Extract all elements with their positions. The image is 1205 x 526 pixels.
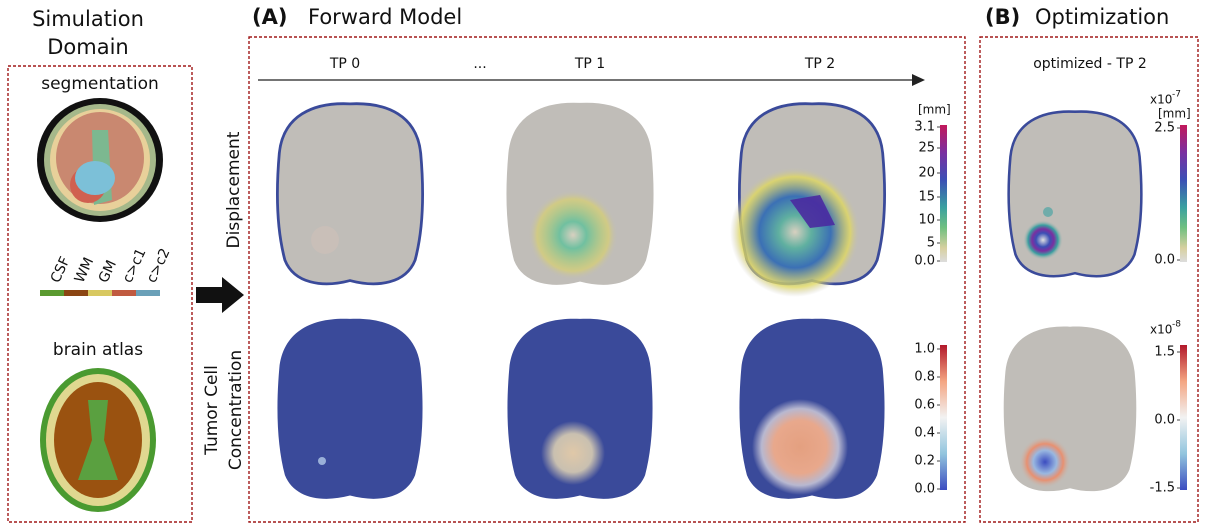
image-shape <box>277 104 422 284</box>
legend-label: WM <box>72 255 97 285</box>
colorbar-tick-label: 0.0 <box>914 254 935 269</box>
timepoint-label: ... <box>473 56 486 72</box>
image-shape <box>1023 220 1063 260</box>
panel-title: Domain <box>47 35 129 59</box>
colorbar-scale-exponent: -8 <box>1172 320 1181 330</box>
colorbar-tick-label: 0.0 <box>1154 413 1175 428</box>
timeline-arrowhead <box>912 74 925 86</box>
segmentation-image <box>37 98 163 222</box>
image-shape <box>112 290 136 296</box>
colorbar-tick-label: 25 <box>918 141 935 156</box>
timepoint-label: TP 1 <box>574 56 605 72</box>
image-shape <box>318 457 326 465</box>
colorbar-scale-exponent: -7 <box>1172 90 1181 100</box>
colorbar-unit: [mm] <box>1158 107 1191 121</box>
image-shape <box>75 161 115 195</box>
row-label: Tumor Cell <box>202 365 222 456</box>
image-shape <box>730 167 860 297</box>
colorbar-tick-label: 1.0 <box>914 342 935 357</box>
image-shape <box>64 290 88 296</box>
panel-title: Forward Model <box>308 5 462 29</box>
image-label: segmentation <box>41 74 159 94</box>
image-shape <box>88 290 112 296</box>
legend-label: CSF <box>48 254 74 285</box>
colorbar-tick-label: 20 <box>918 166 935 181</box>
colorbar-tick-label: 0.8 <box>914 370 935 385</box>
colorbar-tick-label: 5 <box>927 236 935 251</box>
colorbar-scale: x10 <box>1150 323 1172 337</box>
colorbar-tick-label: 0.0 <box>914 482 935 497</box>
image-shape <box>277 319 422 499</box>
colorbar-tick-label: 1.5 <box>1154 345 1175 360</box>
colorbar-tick-label: 0.2 <box>914 454 935 469</box>
atlas-image <box>40 368 156 512</box>
timepoint-label: TP 2 <box>804 56 835 72</box>
colorbar-tick-label: 0.0 <box>1154 253 1175 268</box>
figure: Simulation Domain segmentation CSF WM GM… <box>0 0 1205 526</box>
colorbar <box>1180 345 1187 490</box>
colorbar-tick-label: 2.5 <box>1154 121 1175 136</box>
colorbar-scale: x10 <box>1150 93 1172 107</box>
panel-title: Optimization <box>1035 5 1169 29</box>
image-shape <box>528 190 618 280</box>
legend-label: c>c2 <box>144 246 174 285</box>
colorbar <box>1180 125 1187 262</box>
colorbar-tick-label: 3.1 <box>914 120 935 135</box>
colorbar-tick-label: 15 <box>918 190 935 205</box>
displacement-images <box>277 104 884 297</box>
colorbar <box>940 125 947 262</box>
timepoint-label: TP 0 <box>329 56 360 72</box>
image-shape <box>311 226 339 254</box>
panel-subtitle: optimized - TP 2 <box>1033 56 1147 72</box>
colorbar-tick-label: -1.5 <box>1150 481 1175 496</box>
image-label: brain atlas <box>53 340 143 360</box>
flow-arrow <box>196 277 244 313</box>
legend-label: GM <box>96 258 120 286</box>
concentration-images <box>277 319 884 499</box>
image-shape <box>40 290 64 296</box>
image-shape <box>752 399 848 495</box>
image-shape <box>541 421 605 485</box>
colorbar-tick-label: 0.6 <box>914 398 935 413</box>
panel-tag: (A) <box>252 5 287 29</box>
panel-tag: (B) <box>985 5 1020 29</box>
row-label: Concentration <box>226 350 246 470</box>
image-shape <box>1019 436 1071 488</box>
colorbar-tick-label: 0.4 <box>914 426 935 441</box>
image-shape <box>136 290 160 296</box>
panel-title: Simulation <box>32 7 144 31</box>
tissue-legend: CSF WM GM c>c1 c>c2 <box>40 246 173 296</box>
colorbar <box>940 345 947 490</box>
colorbar-tick-label: 10 <box>918 213 935 228</box>
colorbar-unit: [mm] <box>918 103 951 117</box>
image-shape <box>1043 207 1053 217</box>
row-label: Displacement <box>224 131 244 248</box>
optimized-images <box>1004 112 1142 492</box>
